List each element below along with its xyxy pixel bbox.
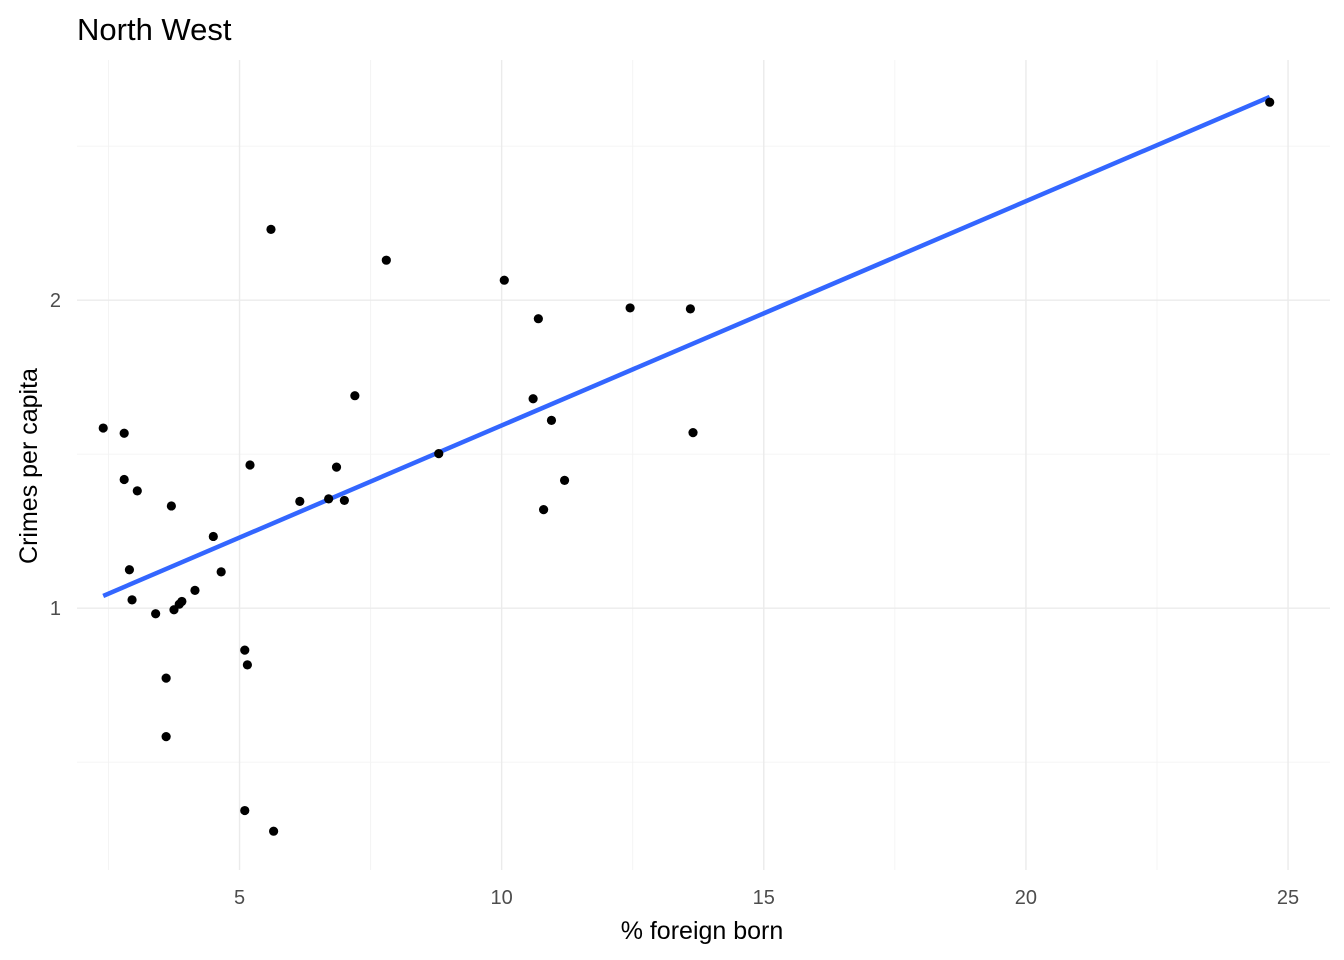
data-point bbox=[528, 394, 538, 404]
data-point bbox=[324, 494, 334, 504]
data-point bbox=[166, 501, 176, 511]
data-point bbox=[546, 415, 557, 425]
x-tick-label: 10 bbox=[491, 887, 513, 909]
data-point bbox=[538, 505, 549, 515]
chart-title: North West bbox=[77, 12, 232, 47]
x-axis-label: % foreign born bbox=[621, 917, 784, 945]
data-point bbox=[119, 428, 129, 438]
data-point bbox=[269, 826, 279, 836]
data-point bbox=[1265, 97, 1275, 107]
data-point bbox=[434, 449, 444, 459]
y-axis-label: Crimes per capita bbox=[15, 368, 43, 564]
data-point bbox=[132, 486, 142, 496]
y-tick-label: 2 bbox=[50, 290, 61, 312]
x-tick-label: 5 bbox=[234, 887, 245, 909]
y-tick-label: 1 bbox=[50, 598, 61, 620]
x-tick-label: 15 bbox=[753, 887, 775, 909]
data-point bbox=[350, 391, 360, 401]
data-point bbox=[124, 565, 135, 575]
data-point bbox=[242, 660, 252, 670]
data-point bbox=[295, 496, 305, 506]
data-point bbox=[127, 595, 137, 605]
points-layer bbox=[98, 97, 1275, 836]
x-tick-label: 25 bbox=[1277, 887, 1299, 909]
data-point bbox=[331, 462, 342, 472]
grid-layer bbox=[77, 60, 1330, 870]
data-point bbox=[208, 531, 218, 542]
tick-labels-layer: 5 10 15 20 25 1 2 bbox=[50, 290, 1299, 909]
x-tick-label: 20 bbox=[1015, 887, 1037, 909]
data-point bbox=[190, 585, 200, 595]
data-point bbox=[177, 596, 187, 607]
regression-line bbox=[102, 94, 1271, 598]
data-point bbox=[688, 428, 698, 438]
data-point bbox=[240, 645, 250, 655]
data-point bbox=[266, 224, 276, 234]
data-point bbox=[381, 255, 391, 265]
fit-line-layer bbox=[102, 94, 1271, 598]
data-point bbox=[685, 304, 695, 314]
data-point bbox=[559, 475, 570, 485]
data-point bbox=[533, 314, 543, 324]
data-point bbox=[245, 460, 255, 470]
data-point bbox=[216, 567, 226, 577]
data-point bbox=[499, 275, 509, 285]
data-point bbox=[119, 474, 129, 485]
data-point bbox=[98, 423, 108, 433]
data-point bbox=[161, 732, 171, 742]
data-point bbox=[240, 805, 250, 816]
data-point bbox=[339, 495, 349, 506]
data-point bbox=[161, 673, 171, 683]
data-point bbox=[625, 303, 635, 313]
data-point bbox=[151, 609, 161, 619]
